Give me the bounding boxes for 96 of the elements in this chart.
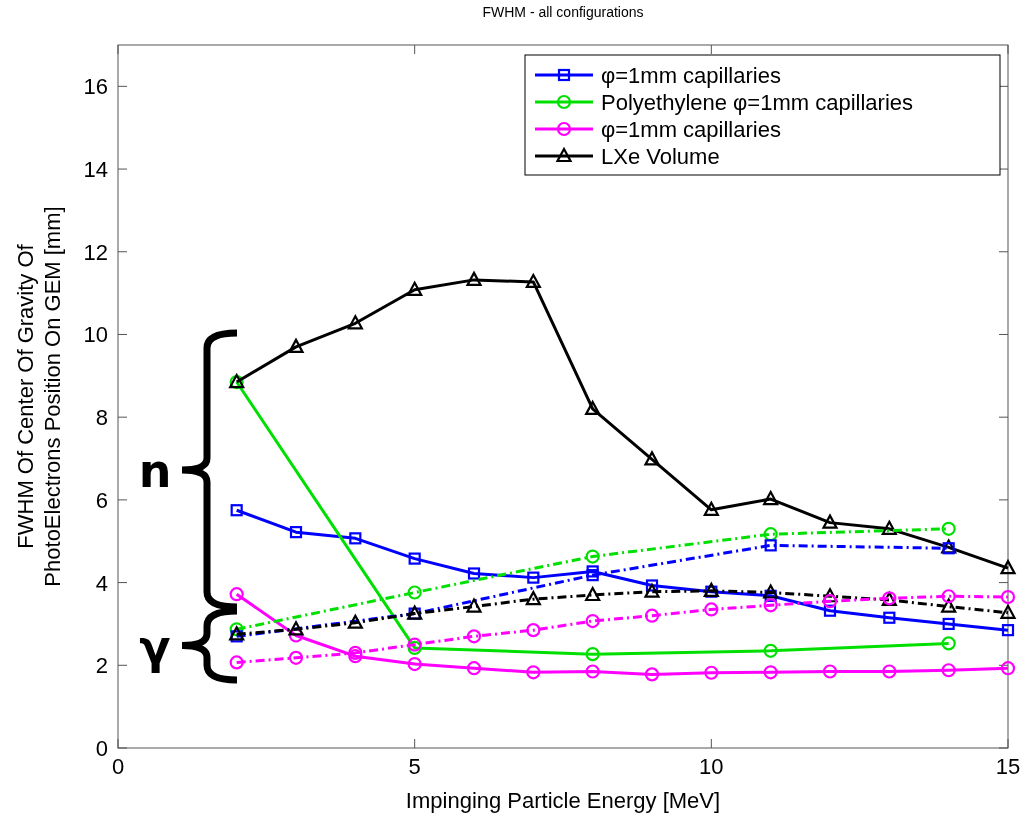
point xyxy=(348,649,363,664)
point xyxy=(525,591,541,606)
point xyxy=(704,602,719,617)
chart-title: FWHM - all configurations xyxy=(482,4,644,20)
point xyxy=(644,608,660,623)
y-tick-label: 16 xyxy=(83,74,108,100)
point xyxy=(407,637,422,652)
y-tick-label: 6 xyxy=(95,487,108,513)
point xyxy=(585,586,601,602)
point xyxy=(822,588,838,603)
point xyxy=(466,629,482,644)
point xyxy=(645,579,659,592)
x-tick-label: 15 xyxy=(995,754,1021,779)
point xyxy=(763,584,779,599)
point xyxy=(763,598,778,613)
point xyxy=(467,567,481,580)
y-tick-label: 4 xyxy=(95,570,108,596)
point xyxy=(527,571,540,584)
point xyxy=(229,622,244,637)
point xyxy=(941,521,956,536)
point xyxy=(941,598,957,613)
y-tick-label: 8 xyxy=(95,405,108,431)
point xyxy=(586,569,599,582)
x-tick-label: 0 xyxy=(111,754,125,779)
point xyxy=(289,526,303,539)
point xyxy=(1000,661,1016,676)
y-tick-label: 14 xyxy=(83,157,108,183)
point xyxy=(288,621,304,636)
point xyxy=(644,451,660,466)
point xyxy=(229,626,245,641)
point xyxy=(585,400,601,416)
point xyxy=(763,643,778,658)
y-tick-label: 2 xyxy=(95,653,108,679)
point xyxy=(408,552,421,565)
legend-label: LXe Volume xyxy=(601,144,720,169)
point xyxy=(585,647,600,662)
point xyxy=(822,664,838,679)
point xyxy=(883,611,896,624)
point xyxy=(229,655,244,670)
point xyxy=(822,514,838,529)
point xyxy=(407,640,422,656)
point xyxy=(763,665,778,680)
point xyxy=(526,623,541,638)
point xyxy=(230,630,243,643)
point xyxy=(407,656,422,672)
point xyxy=(941,636,956,651)
point xyxy=(229,587,244,602)
point xyxy=(466,598,482,613)
annotation: γ xyxy=(139,619,171,674)
point xyxy=(1000,560,1016,575)
point xyxy=(347,315,363,330)
point xyxy=(704,665,719,680)
point xyxy=(526,665,541,680)
legend-label: Polyethylene φ=1mm capillaries xyxy=(601,90,914,115)
point xyxy=(407,585,422,600)
point xyxy=(348,645,363,660)
point xyxy=(585,613,600,629)
point xyxy=(585,549,600,564)
point xyxy=(764,539,777,552)
point xyxy=(288,628,304,643)
point xyxy=(230,504,243,517)
point xyxy=(763,527,778,542)
legend-label: φ=1mm capillaries xyxy=(601,63,781,88)
point xyxy=(823,604,837,617)
point xyxy=(942,617,955,631)
point xyxy=(585,664,600,679)
point xyxy=(941,663,956,678)
x-tick-label: 10 xyxy=(699,754,724,779)
annotation: n xyxy=(138,444,172,498)
point xyxy=(347,614,363,629)
point xyxy=(349,532,362,545)
x-tick-label: 5 xyxy=(408,754,421,779)
point xyxy=(1000,589,1016,605)
y-tick-label: 10 xyxy=(83,322,108,348)
point xyxy=(466,271,482,286)
point xyxy=(882,664,897,679)
y-axis-title: FWHM Of Center Of Gravity Of PhotoElectrons Position On GEM [mm] xyxy=(13,206,65,587)
point xyxy=(644,667,660,682)
point xyxy=(288,650,304,665)
point xyxy=(763,490,779,506)
y-tick-label: 0 xyxy=(95,736,108,761)
point xyxy=(822,594,838,609)
point xyxy=(407,281,423,296)
x-axis-title: Impinging Particle Energy [MeV] xyxy=(405,788,721,813)
point xyxy=(1000,604,1016,619)
point xyxy=(941,589,956,604)
point xyxy=(288,338,304,353)
point xyxy=(586,565,599,578)
y-tick-label: 12 xyxy=(83,239,108,265)
point xyxy=(525,273,541,289)
point xyxy=(1001,624,1015,637)
point xyxy=(703,501,719,516)
point xyxy=(466,661,482,676)
point xyxy=(644,583,660,598)
legend-label: φ=1mm capillaries xyxy=(601,117,781,142)
point xyxy=(881,520,897,535)
